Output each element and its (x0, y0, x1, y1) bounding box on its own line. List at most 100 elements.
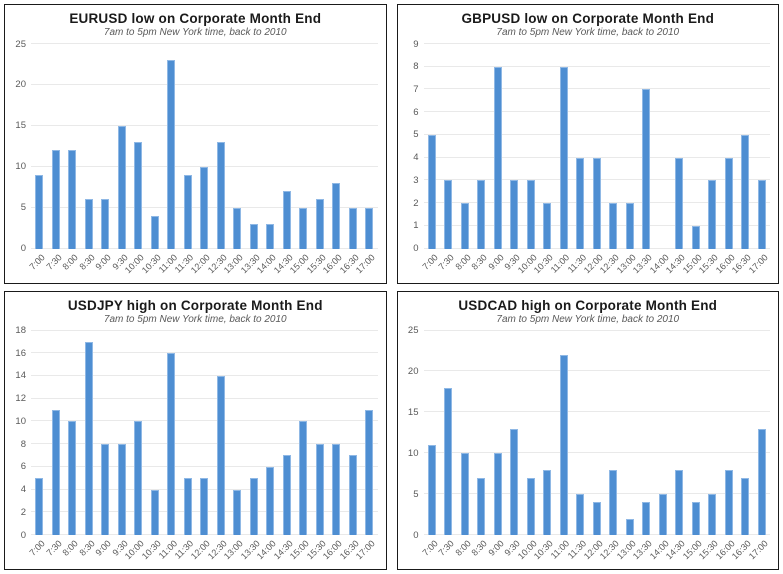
y-tick-label: 5 (20, 201, 26, 213)
plot-row: 0 2 4 6 8 10 12 14 16 18 (7, 326, 378, 540)
bar-slot (361, 331, 378, 535)
bar-slot (97, 44, 114, 249)
plot-area (31, 43, 378, 249)
x-tick-label: 8:30 (76, 538, 97, 558)
x-tick-label: 7:30 (436, 251, 456, 272)
x-tick-label: 8:30 (469, 251, 489, 272)
bar-slot (295, 44, 312, 249)
bar (526, 180, 535, 249)
bar-slot (295, 331, 312, 535)
chart-panel-eurusd: EURUSD low on Corporate Month End 7am to… (4, 4, 387, 284)
bar (724, 469, 733, 535)
y-tick-label: 25 (15, 38, 26, 50)
x-tick-label: 8:30 (76, 251, 97, 272)
bar (675, 157, 684, 249)
bar (332, 444, 341, 535)
bar (576, 494, 585, 535)
y-tick-label: 15 (407, 406, 419, 418)
bar-slot (114, 331, 131, 535)
y-tick-label: 5 (413, 488, 419, 500)
bar (216, 142, 225, 249)
bar (444, 387, 453, 535)
gridline (31, 443, 378, 445)
y-tick-label: 6 (413, 106, 419, 118)
bar (68, 421, 77, 535)
y-tick-label: 4 (20, 483, 26, 495)
bar (592, 502, 601, 535)
plot-row: 0 5 10 15 20 25 (400, 326, 771, 539)
x-tick-label: 9:00 (485, 538, 506, 558)
bar (460, 453, 469, 535)
bar-slot (31, 331, 48, 535)
x-tick-label: 9:00 (485, 251, 506, 272)
bar (493, 66, 502, 249)
bar-slot (737, 331, 754, 535)
x-tick-cell: 17:00 (354, 249, 378, 283)
bar-slot (424, 44, 441, 249)
bar-slot (361, 44, 378, 249)
gridline (31, 374, 378, 376)
x-tick-label: 9:00 (93, 538, 113, 558)
y-tick-label: 25 (407, 324, 419, 336)
bar-slot (622, 44, 639, 249)
bar-slot (147, 44, 164, 249)
x-tick-label: 8:00 (452, 538, 473, 558)
gridline (31, 397, 378, 399)
x-axis-spacer (7, 535, 31, 569)
bar-slot (506, 331, 523, 535)
chart-panel-gbpusd: GBPUSD low on Corporate Month End 7am to… (396, 4, 779, 284)
y-tick-label: 0 (20, 242, 26, 254)
bar-slot (81, 44, 98, 249)
bar (460, 203, 469, 249)
bar (167, 353, 176, 535)
bar-series (424, 331, 771, 535)
y-tick-label: 15 (15, 120, 26, 132)
bar-slot (246, 44, 263, 249)
y-tick-label: 16 (15, 347, 26, 359)
x-axis-labels: 7:00 7:30 8:00 8:30 9:00 9:30 10:00 10:30 11:00 1… (27, 535, 378, 569)
bar (708, 494, 717, 535)
y-tick-label: 10 (15, 415, 26, 427)
bar (315, 444, 324, 535)
bar (266, 223, 275, 249)
chart-title: USDJPY high on Corporate Month End (67, 297, 323, 313)
plot-row: 0 1 2 3 4 5 6 7 8 9 (400, 39, 770, 253)
gridline (423, 452, 770, 454)
y-tick-label: 12 (15, 392, 26, 404)
bar-slot (130, 331, 147, 535)
bar (249, 223, 258, 249)
bar-slot (213, 331, 230, 535)
bar (348, 455, 357, 535)
chart-subtitle: 7am to 5pm New York time, back to 2010 (496, 313, 680, 325)
bar (183, 478, 192, 535)
bar-slot (48, 44, 65, 249)
bar (510, 180, 519, 249)
bar (559, 355, 568, 535)
x-axis-row: 7:00 7:30 8:00 8:30 9:00 9:30 10:00 10:30 11:00 1… (400, 249, 771, 283)
bar (282, 191, 291, 249)
bar-slot (671, 331, 688, 535)
y-tick-label: 8 (413, 60, 419, 72)
bar (315, 199, 324, 249)
y-axis: 0 2 4 6 8 10 12 14 16 18 (7, 326, 31, 540)
bar (625, 203, 634, 249)
bar-slot (180, 331, 197, 535)
gridline (31, 329, 378, 331)
y-tick-label: 14 (15, 370, 26, 382)
bar-slot (457, 44, 474, 249)
y-tick-label: 9 (413, 38, 419, 50)
y-tick-label: 2 (413, 197, 419, 209)
plot-area (423, 43, 770, 249)
bar-slot (147, 331, 164, 535)
bar-slot (572, 331, 589, 535)
y-tick-label: 10 (15, 160, 26, 172)
bar (543, 469, 552, 535)
bar-slot (64, 331, 81, 535)
gridline (31, 352, 378, 354)
chart-subtitle: 7am to 5pm New York time, back to 2010 (103, 27, 287, 38)
bar (117, 125, 126, 249)
bar (332, 183, 341, 249)
bar-slot (64, 44, 81, 249)
bar-slot (556, 331, 573, 535)
bar (183, 174, 192, 249)
